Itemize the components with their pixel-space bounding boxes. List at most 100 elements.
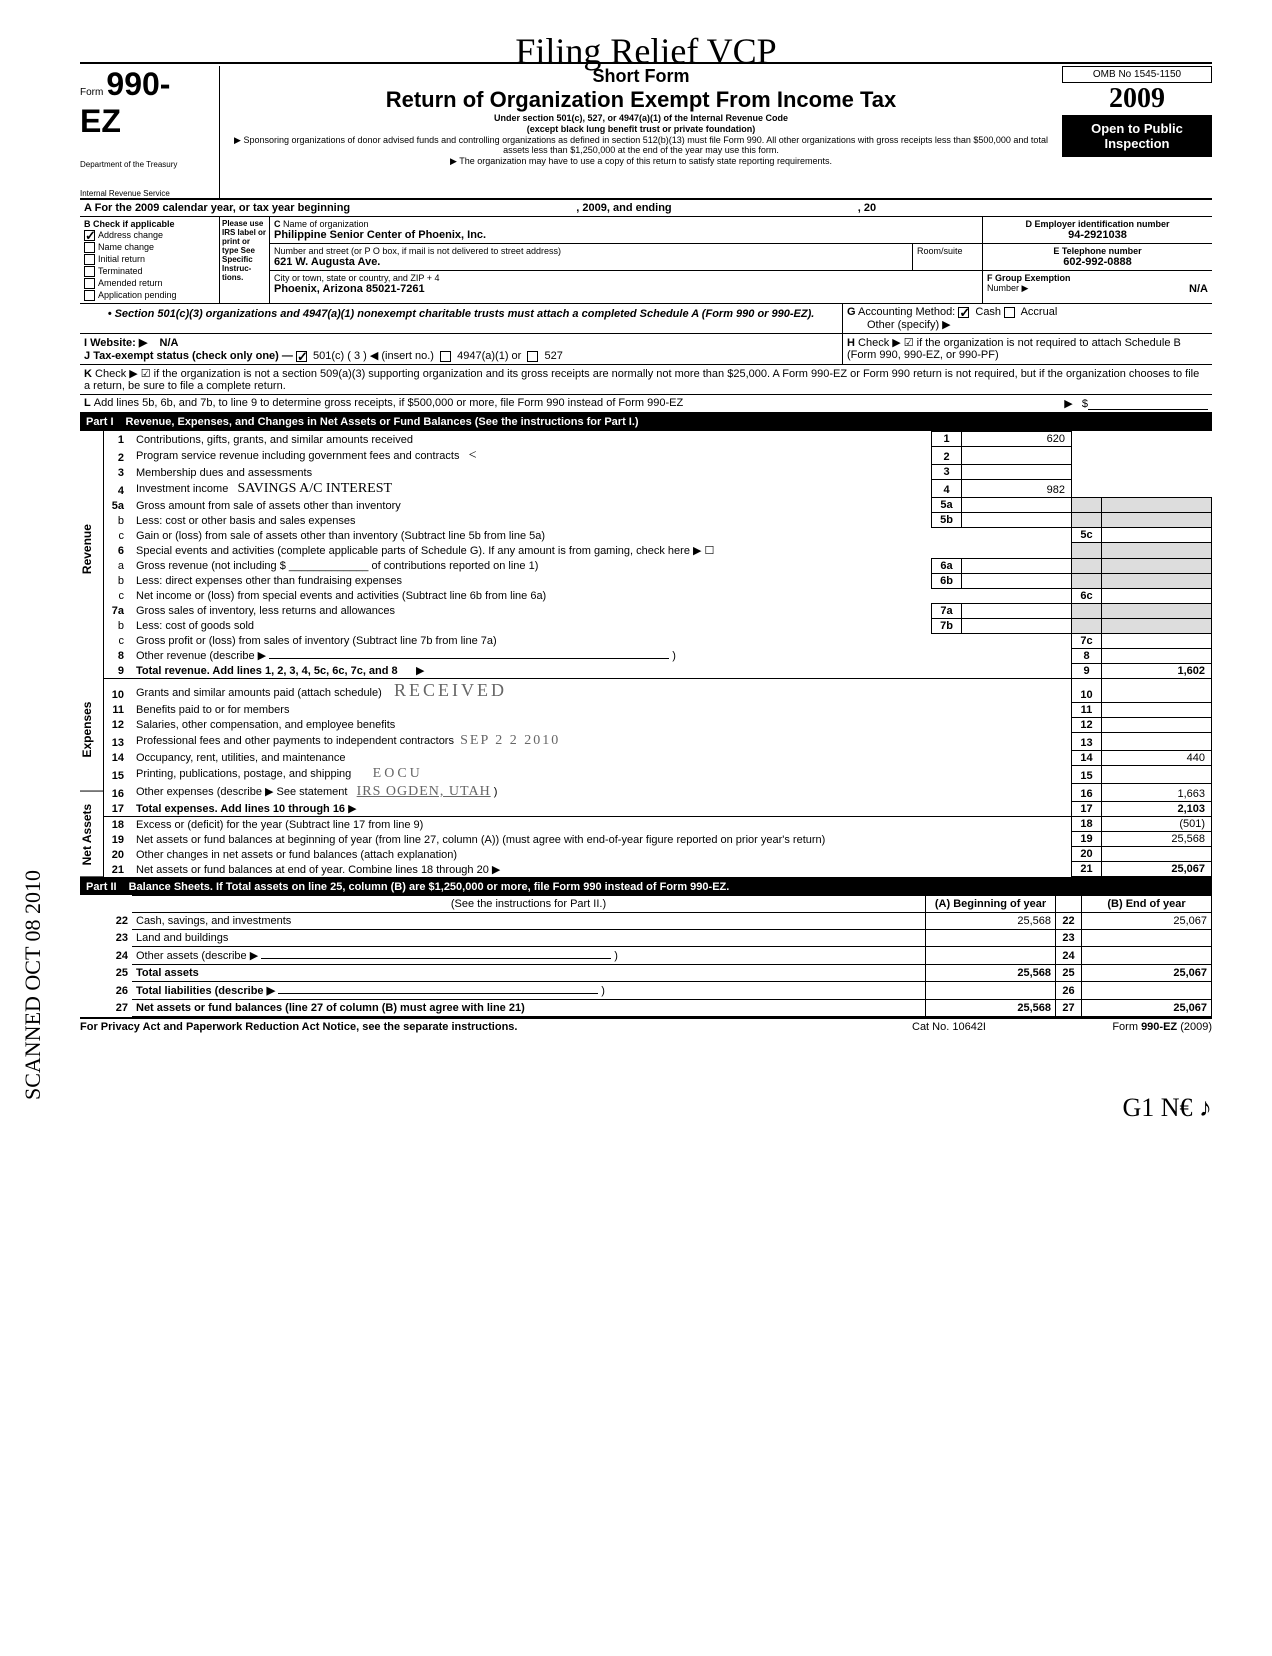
line4-hand: SAVINGS A/C INTEREST	[238, 481, 393, 496]
h-text: Check ▶ ☑ if the organization is not req…	[847, 337, 1181, 361]
line19-val: 25,568	[1102, 832, 1212, 847]
line18-val: (501)	[1102, 817, 1212, 832]
check-address-change[interactable]	[84, 230, 95, 241]
subtitle-2: (except black lung benefit trust or priv…	[230, 124, 1052, 135]
b27-a: 25,568	[926, 1000, 1056, 1017]
line21-num: 21	[104, 862, 132, 877]
line6b-num: b	[104, 573, 132, 588]
line2-caret: <	[469, 448, 477, 463]
line15-box: 15	[1072, 765, 1102, 783]
l-text: Add lines 5b, 6b, and 7b, to line 9 to d…	[94, 397, 1064, 410]
b23-b	[1082, 930, 1212, 947]
line3-box: 3	[932, 465, 962, 480]
line5a-mval	[962, 498, 1072, 513]
line6-text: Special events and activities (complete …	[132, 543, 1072, 559]
part1-title: Revenue, Expenses, and Changes in Net As…	[120, 414, 1212, 430]
k-text: Check ▶ ☑ if the organization is not a s…	[84, 368, 1199, 392]
line10-box: 10	[1072, 679, 1102, 703]
line9-val: 1,602	[1102, 663, 1212, 679]
line2-text: Program service revenue including govern…	[136, 450, 459, 462]
line12-val	[1102, 717, 1212, 732]
line9-num: 9	[104, 663, 132, 679]
room-label: Room/suite	[917, 246, 978, 256]
line18-text: Excess or (deficit) for the year (Subtra…	[132, 817, 1072, 832]
check-527[interactable]	[527, 351, 538, 362]
b23-a	[926, 930, 1056, 947]
label-name-change: Name change	[98, 242, 154, 252]
check-initial-return[interactable]	[84, 254, 95, 265]
line15-text: Printing, publications, postage, and shi…	[136, 768, 351, 780]
check-cash[interactable]	[958, 307, 969, 318]
part2-header: Part II	[80, 879, 123, 895]
b27-b: 25,067	[1082, 1000, 1212, 1017]
check-name-change[interactable]	[84, 242, 95, 253]
bullet-501c3: • Section 501(c)(3) organizations and 49…	[80, 304, 842, 333]
line4-text: Investment income	[136, 483, 228, 495]
line21-text: Net assets or fund balances at end of ye…	[136, 864, 489, 876]
line6c-box: 6c	[1072, 588, 1102, 603]
check-application-pending[interactable]	[84, 290, 95, 301]
b22-text: Cash, savings, and investments	[132, 913, 926, 930]
line6c-val	[1102, 588, 1212, 603]
line11-text: Benefits paid to or for members	[132, 702, 1072, 717]
line11-num: 11	[104, 702, 132, 717]
line12-text: Salaries, other compensation, and employ…	[132, 717, 1072, 732]
line3-text: Membership dues and assessments	[132, 465, 932, 480]
dept-irs: Internal Revenue Service	[80, 189, 211, 198]
line16-num: 16	[104, 783, 132, 801]
line1-text: Contributions, gifts, grants, and simila…	[132, 432, 932, 447]
check-4947[interactable]	[440, 351, 451, 362]
b23-text: Land and buildings	[132, 930, 926, 947]
received-stamp: RECEIVED	[394, 680, 507, 700]
line20-val	[1102, 847, 1212, 862]
line17-num: 17	[104, 801, 132, 817]
line19-text: Net assets or fund balances at beginning…	[132, 832, 1072, 847]
line-a-text: For the 2009 calendar year, or tax year …	[95, 202, 351, 214]
label-address-change: Address change	[98, 230, 163, 240]
line4-box: 4	[932, 480, 962, 498]
check-terminated[interactable]	[84, 266, 95, 277]
line7b-num: b	[104, 618, 132, 633]
b25-num: 25	[104, 965, 132, 982]
b25-b: 25,067	[1082, 965, 1212, 982]
b22-num: 22	[104, 913, 132, 930]
netassets-side-label: Net Assets	[80, 792, 103, 877]
line19-box: 19	[1072, 832, 1102, 847]
line8-num: 8	[104, 648, 132, 663]
org-name: Philippine Senior Center of Phoenix, Inc…	[274, 229, 978, 241]
line8-text: Other revenue (describe ▶	[136, 650, 266, 662]
check-amended[interactable]	[84, 278, 95, 289]
j-opt2: 4947(a)(1) or	[457, 350, 521, 362]
b25-text: Total assets	[132, 965, 926, 982]
line12-num: 12	[104, 717, 132, 732]
b24-a	[926, 947, 1056, 965]
line5a-shade	[1072, 498, 1102, 513]
col-b-header: (B) End of year	[1082, 896, 1212, 913]
part2-see: (See the instructions for Part II.)	[132, 896, 926, 913]
b24-text: Other assets (describe ▶	[136, 950, 258, 962]
expenses-side-label: Expenses	[80, 668, 103, 792]
line1-num: 1	[104, 432, 132, 447]
g-other: Other (specify) ▶	[847, 318, 1208, 331]
check-accrual[interactable]	[1004, 307, 1015, 318]
line-a: A For the 2009 calendar year, or tax yea…	[80, 198, 1212, 216]
line16-val: 1,663	[1102, 783, 1212, 801]
line5c-text: Gain or (loss) from sale of assets other…	[132, 528, 1072, 543]
line4-val: 982	[962, 480, 1072, 498]
form-number: 990-EZ	[80, 66, 170, 139]
subtitle-1: Under section 501(c), 527, or 4947(a)(1)…	[230, 113, 1052, 124]
b26-b	[1082, 982, 1212, 1000]
line1-box: 1	[932, 432, 962, 447]
line7b-text: Less: cost of goods sold	[132, 618, 932, 633]
line3-num: 3	[104, 465, 132, 480]
line5a-mbox: 5a	[932, 498, 962, 513]
line14-text: Occupancy, rent, utilities, and maintena…	[132, 750, 1072, 765]
line13-text: Professional fees and other payments to …	[136, 735, 454, 747]
line5b-num: b	[104, 513, 132, 528]
check-501c[interactable]	[296, 351, 307, 362]
b27-text: Net assets or fund balances (line 27 of …	[132, 1000, 926, 1017]
tax-year: 2009	[1062, 83, 1212, 115]
b22-a: 25,568	[926, 913, 1056, 930]
balance-sheet-table: (See the instructions for Part II.) (A) …	[80, 895, 1212, 1017]
title-box: Short Form Return of Organization Exempt…	[220, 66, 1062, 167]
